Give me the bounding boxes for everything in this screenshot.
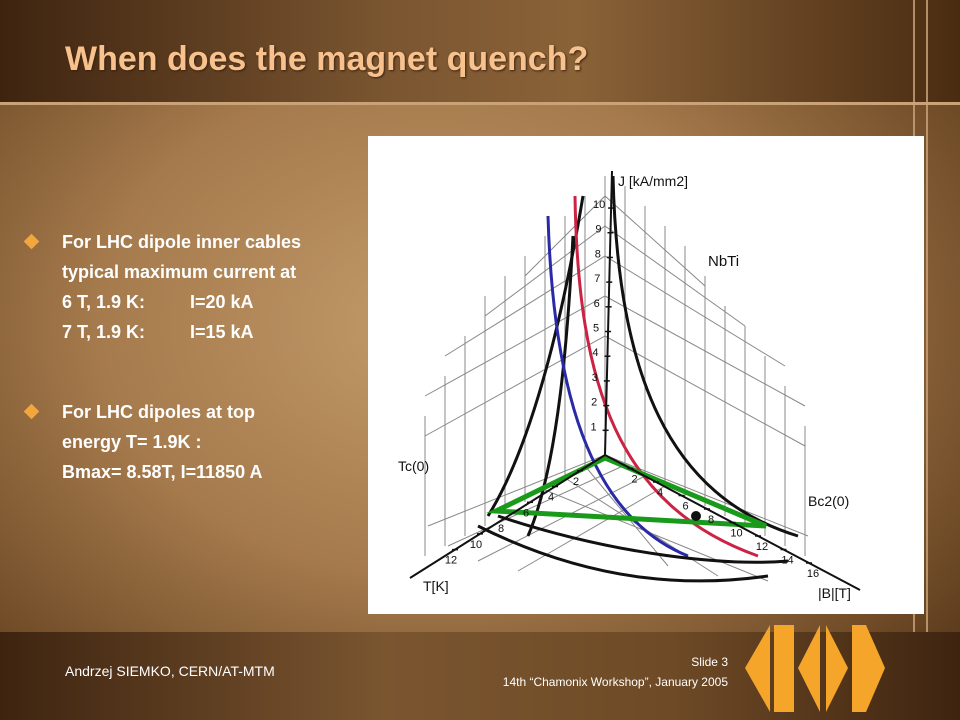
slide-title: When does the magnet quench? [65,40,589,78]
tick-label: 4 [657,487,663,499]
tick-label: 6 [594,298,600,310]
bullet-line: energy T= 1.9K : [62,432,202,452]
row-value: I=15 kA [190,322,254,342]
tick-label: 4 [592,347,598,359]
tick-label: 16 [807,568,819,580]
tick-label: 12 [445,555,457,567]
t-axis-label: T[K] [423,578,449,594]
tick-label: 9 [595,224,601,236]
tick-label: 6 [523,507,529,519]
b-axis-label: |B|[T] [818,585,851,601]
bullet-line: For LHC dipole inner cables [62,232,302,252]
bullet-line: Bmax= 8.58T, I=11850 A [62,462,263,482]
nav-first[interactable] [774,625,794,712]
tick-label: 8 [595,248,601,260]
bc2-label: Bc2(0) [808,493,849,509]
critical-surface-diagram: J [kA/mm2] NbTi Tc(0) Bc2(0) T[K] |B|[T]… [398,170,861,601]
row-value: I=20 kA [190,292,254,312]
header-band [0,0,960,102]
tick-label: 14 [781,555,793,567]
bullet: For LHC dipole inner cables typical maxi… [62,227,301,347]
tc-label: Tc(0) [398,458,429,474]
operating-point [691,511,701,521]
tick-label: 10 [470,539,482,551]
material-label: NbTi [708,253,739,270]
tick-label: 4 [548,492,554,504]
tick-label: 8 [708,514,714,526]
bullet-marker [23,233,40,250]
nav-next[interactable] [826,625,848,712]
tick-label: 12 [756,541,768,553]
tick-label: 2 [573,476,579,488]
footer-slide-number: Slide 3 [691,655,728,669]
tick-label: 8 [498,523,504,535]
figure: J [kA/mm2] NbTi Tc(0) Bc2(0) T[K] |B|[T]… [368,136,924,614]
operating-triangle [486,455,767,529]
nav-first[interactable] [745,625,770,712]
nav-prev[interactable] [798,625,820,712]
tick-label: 2 [591,397,597,409]
bullet-row: 6 T, 1.9 K: I=20 kA [62,287,301,317]
tick-label: 5 [593,323,599,335]
j-axis-label: J [kA/mm2] [618,173,688,189]
footer-band [0,632,960,720]
tick-label: 10 [593,199,605,211]
tick-label: 2 [631,474,637,486]
tick-label: 6 [682,501,688,513]
footer-event: 14th “Chamonix Workshop”, January 2005 [502,675,728,689]
row-cond: 7 T, 1.9 K: [62,322,146,342]
bullet-line: typical maximum current at [62,262,297,282]
grid-walls [424,176,809,582]
bullet-line: For LHC dipoles at top [62,402,255,422]
nav-last[interactable] [866,625,885,712]
bullet: For LHC dipoles at top energy T= 1.9K : … [62,397,262,487]
tick-label: 1 [591,421,597,433]
tick-label: 10 [730,528,742,540]
curves [477,175,799,583]
side-rule [926,0,928,720]
footer-author: Andrzej SIEMKO, CERN/AT-MTM [65,663,275,679]
tick-label: 7 [594,273,600,285]
tick-label: 3 [592,372,598,384]
bullet-marker [23,403,40,420]
bullet-row: 7 T, 1.9 K: I=15 kA [62,317,301,347]
row-cond: 6 T, 1.9 K: [62,292,146,312]
nav-arrows [745,625,885,712]
header-rule [0,102,960,105]
nav-last[interactable] [852,625,866,712]
